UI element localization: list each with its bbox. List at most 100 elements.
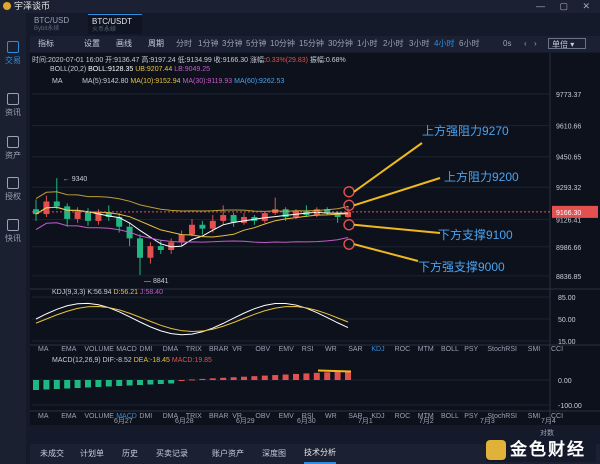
- tab-open-orders[interactable]: 未成交: [40, 449, 64, 458]
- kdj-info: KDJ(9,3,3) K:56.94 D:56.21 J:58.40: [52, 289, 163, 296]
- macd-histogram-bar: [43, 380, 50, 390]
- indicator-stochrsi[interactable]: StochRSI: [487, 346, 517, 353]
- key-icon: [7, 177, 19, 189]
- candle-body: [95, 212, 102, 221]
- x-axis-label: 7月2: [419, 417, 434, 425]
- indicator-trix[interactable]: TRIX: [185, 346, 202, 353]
- candle-body: [168, 242, 175, 250]
- period-2h[interactable]: 2小时: [383, 39, 404, 48]
- indicator-ma[interactable]: MA: [38, 413, 49, 420]
- macd-histogram-bar: [95, 380, 102, 387]
- sidebar-item-trade[interactable]: 交易: [0, 41, 26, 66]
- tab-technical-analysis[interactable]: 技术分析: [304, 444, 336, 464]
- period-1h[interactable]: 1小时: [357, 39, 378, 48]
- period-label[interactable]: 周期: [148, 39, 164, 48]
- period-4h[interactable]: 4小时: [434, 39, 455, 48]
- indicator-ema[interactable]: EMA: [61, 413, 77, 420]
- indicator-cci[interactable]: CCI: [551, 346, 564, 353]
- tab-plan-orders[interactable]: 计划单: [80, 449, 104, 458]
- kline-chart[interactable]: 9773.37 9610.66 9450.65 9293.32 9126.41 8986.…: [30, 53, 600, 425]
- indicator-wr[interactable]: WR: [325, 413, 337, 420]
- boll-name: BOLL(20,2): [50, 66, 87, 73]
- indicator-psy[interactable]: PSY: [464, 346, 479, 353]
- indicator-ema[interactable]: EMA: [61, 346, 77, 353]
- indicator-roc[interactable]: ROC: [394, 413, 411, 420]
- sidebar-item-assets[interactable]: 资产: [0, 136, 26, 161]
- indicator-smi[interactable]: SMI: [527, 413, 541, 420]
- indicator-brar[interactable]: BRAR: [209, 346, 229, 353]
- indicator-brar[interactable]: BRAR: [209, 413, 229, 420]
- indicator-roc[interactable]: ROC: [394, 346, 411, 353]
- indicator-emv[interactable]: EMV: [278, 413, 294, 420]
- indicator-emv[interactable]: EMV: [278, 346, 294, 353]
- chevron-right-icon[interactable]: ›: [534, 39, 537, 48]
- period-30m[interactable]: 30分钟: [328, 39, 353, 48]
- indicator-vr[interactable]: VR: [232, 413, 242, 420]
- indicator-trix[interactable]: TRIX: [185, 413, 202, 420]
- period-6h[interactable]: 6小时: [459, 39, 480, 48]
- info-close: 收:9166.30: [213, 57, 249, 64]
- indicator-rsi[interactable]: RSI: [301, 346, 314, 353]
- tab-history[interactable]: 历史: [122, 449, 138, 458]
- indicator-macd[interactable]: MACD: [116, 346, 137, 353]
- indicator-ma[interactable]: MA: [38, 346, 49, 353]
- macd-histogram-bar: [303, 373, 310, 380]
- indicator-sar[interactable]: SAR: [348, 413, 363, 420]
- boll-info: BOLL(20,2) BOLL:9128.35 UB:9207.44 LB:90…: [50, 66, 210, 73]
- indicator-boll[interactable]: BOLL: [441, 413, 459, 420]
- sidebar-item-news[interactable]: 资讯: [0, 93, 26, 118]
- indicator-mtm[interactable]: MTM: [417, 346, 434, 353]
- indicator-dma[interactable]: DMA: [162, 346, 179, 353]
- indicator-mtm[interactable]: MTM: [417, 413, 434, 420]
- period-5m[interactable]: 5分钟: [246, 39, 267, 48]
- indicator-boll[interactable]: BOLL: [441, 346, 459, 353]
- indicator-psy[interactable]: PSY: [464, 413, 479, 420]
- indicator-dma[interactable]: DMA: [162, 413, 179, 420]
- settings-button[interactable]: 设置: [84, 39, 100, 48]
- period-3m[interactable]: 3分钟: [222, 39, 243, 48]
- kdj-d-line: [35, 305, 349, 333]
- indicator-kdj[interactable]: KDJ: [371, 413, 385, 420]
- indicator-sar[interactable]: SAR: [348, 346, 363, 353]
- indicator-obv[interactable]: OBV: [255, 413, 271, 420]
- indicator-dmi[interactable]: DMI: [139, 413, 153, 420]
- indicator-button[interactable]: 指标: [38, 39, 54, 48]
- chevron-left-icon[interactable]: ‹: [524, 39, 527, 48]
- tab-btc-usd[interactable]: BTC/USD Bybit永续: [34, 16, 70, 32]
- candle-body: [74, 211, 81, 219]
- indicator-volume[interactable]: VOLUME: [84, 346, 114, 353]
- indicator-volume[interactable]: VOLUME: [84, 413, 114, 420]
- indicator-kdj[interactable]: KDJ: [371, 346, 385, 353]
- window-controls[interactable]: — ▢ ✕: [535, 1, 596, 11]
- indicator-smi[interactable]: SMI: [527, 346, 541, 353]
- tab-depth-chart[interactable]: 深度图: [262, 449, 286, 458]
- indicator-stochrsi[interactable]: StochRSI: [487, 413, 517, 420]
- price-axis-label: 8986.66: [556, 245, 581, 252]
- tab-btc-usdt[interactable]: BTC/USDT 火币永续: [88, 14, 142, 34]
- indicator-dmi[interactable]: DMI: [139, 346, 153, 353]
- period-15m[interactable]: 15分钟: [299, 39, 324, 48]
- indicator-cci[interactable]: CCI: [551, 413, 564, 420]
- indicator-vr[interactable]: VR: [232, 346, 242, 353]
- log-toggle[interactable]: 对数: [540, 430, 554, 437]
- indicator-macd[interactable]: MACD: [116, 413, 137, 420]
- annotation-arrow: [353, 142, 423, 193]
- indicator-rsi[interactable]: RSI: [301, 413, 314, 420]
- period-10m[interactable]: 10分钟: [270, 39, 295, 48]
- interval-select[interactable]: 单倍 ▾: [548, 38, 586, 49]
- tab-account-assets[interactable]: 账户资产: [212, 449, 244, 458]
- draw-line-button[interactable]: 画线: [116, 39, 132, 48]
- kdj-name: KDJ(9,3,3): [52, 289, 86, 296]
- kdj-axis-label: 15.00: [558, 339, 576, 346]
- indicator-obv[interactable]: OBV: [255, 346, 271, 353]
- chart-area[interactable]: 9773.37 9610.66 9450.65 9293.32 9126.41 8986.…: [30, 53, 600, 425]
- tab-trade-records[interactable]: 买卖记录: [156, 449, 188, 458]
- indicator-wr[interactable]: WR: [325, 346, 337, 353]
- period-timeshare[interactable]: 分时: [176, 39, 192, 48]
- period-3h[interactable]: 3小时: [409, 39, 430, 48]
- countdown: 0s: [503, 39, 512, 48]
- period-1m[interactable]: 1分钟: [198, 39, 219, 48]
- sidebar-item-auth[interactable]: 授权: [0, 177, 26, 202]
- sidebar-item-flash[interactable]: 快讯: [0, 219, 26, 244]
- kdj-axis-label: 50.00: [558, 317, 576, 324]
